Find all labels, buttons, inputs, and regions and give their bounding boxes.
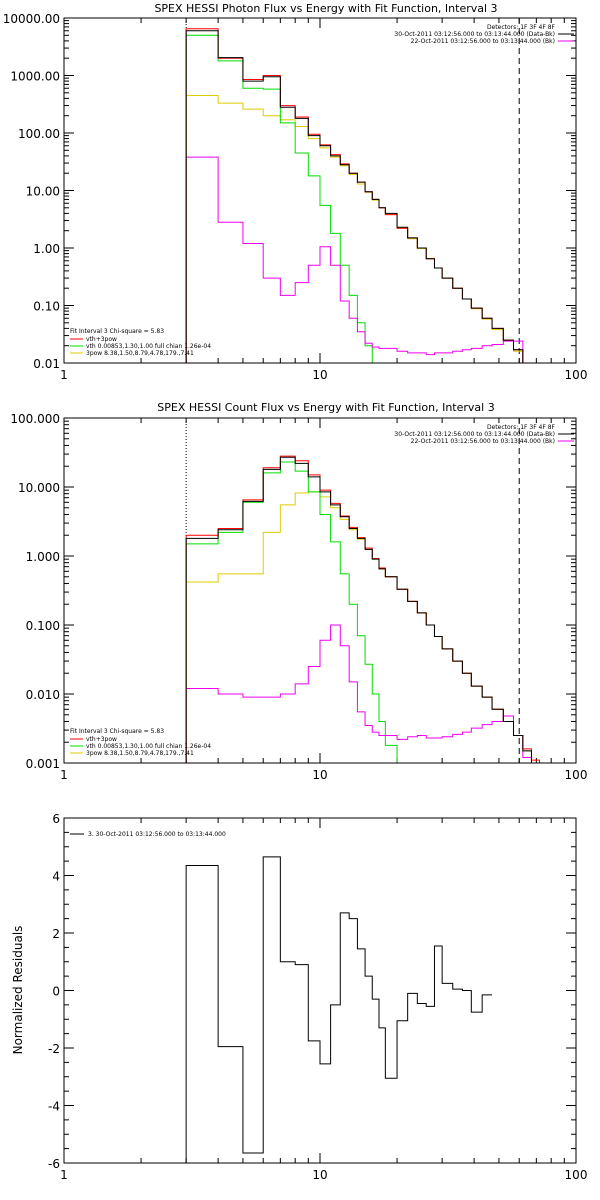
photon-legend-right: Detectors: 1F 3F 4F 8F 30-Oct-2011 03:12…: [394, 24, 574, 45]
residuals-ytick-label: 4: [52, 870, 60, 884]
residuals-legend: 3. 30-Oct-2011 03:12:56.000 to 03:13:44.…: [70, 831, 226, 838]
residuals-ytick-label: -4: [48, 1100, 60, 1114]
photon-legend-total-label: vth+3pow: [86, 336, 117, 343]
count-legend-bk-interval: 22-Oct-2011 03:12:56.000 to 03:13:44.000…: [411, 438, 555, 445]
residuals-ytick-label: 6: [52, 812, 60, 826]
photon-series-vth: [185, 34, 524, 363]
residuals-xtick-label: 1: [60, 1168, 68, 1182]
residuals-ytick-label: -6: [48, 1157, 60, 1171]
count-xtick-label: 10: [312, 768, 327, 782]
photon-legend-bk-interval: 22-Oct-2011 03:12:56.000 to 03:13:44.000…: [411, 38, 555, 45]
photon-ytick-label: 10000.00: [3, 12, 60, 26]
count-legend-total-label: vth+3pow: [86, 736, 117, 743]
count-curves: [185, 455, 540, 763]
residuals-ytick-label: 2: [52, 927, 60, 941]
photon-ytick-label: 0.10: [33, 300, 60, 314]
photon-panel-frame: [63, 17, 577, 364]
count-ytick-label: 0.001: [26, 757, 60, 771]
count-xtick-label: 1: [60, 768, 68, 782]
photon-ytick-label: 10.00: [26, 185, 60, 199]
photon-legend-fit-info: Fit Interval 3 Chi-square = 5.83: [70, 328, 164, 335]
count-panel-plot: 1 10 100 100.000 10.000 1.000 0.100 0.010 0.001: [10, 412, 587, 782]
residuals-legend-label: 3. 30-Oct-2011 03:12:56.000 to 03:13:44.…: [88, 831, 226, 838]
photon-series-data: [185, 30, 524, 363]
count-panel-frame: [63, 417, 577, 764]
photon-xtick-label: 1: [60, 368, 68, 382]
count-legend-detectors: Detectors: 1F 3F 4F 8F: [487, 424, 556, 431]
residuals-ytick-label: -2: [48, 1042, 60, 1056]
residuals-curves: [185, 856, 493, 1163]
count-legend-pow-label: 3pow 8.38,1.50,8.79,4.78,179.,7.41: [86, 750, 194, 757]
photon-legend-data-interval: 30-Oct-2011 03:12:56.000 to 03:13:44.000…: [394, 31, 555, 38]
count-ytick-label: 10.000: [18, 481, 60, 495]
count-flux-panel: SPEX HESSI Count Flux vs Energy with Fit…: [10, 401, 587, 782]
photon-flux-panel: SPEX HESSI Photon Flux vs Energy with Fi…: [3, 2, 588, 382]
photon-ytick-label: 1000.00: [10, 70, 60, 84]
count-ytick-label: 100.000: [10, 412, 60, 426]
photon-panel-title: SPEX HESSI Photon Flux vs Energy with Fi…: [154, 2, 497, 15]
photon-series-bk: [185, 156, 524, 363]
residuals-panel: 1 10 100 6 4 2 0 -2 -4 -6 Normalized Residuals 3.…: [11, 812, 587, 1182]
photon-legend-detectors: Detectors: 1F 3F 4F 8F: [487, 24, 556, 31]
count-legend-fit-info: Fit Interval 3 Chi-square = 5.83: [70, 728, 164, 735]
photon-legend-left: Fit Interval 3 Chi-square = 5.83 vth+3po…: [70, 328, 211, 357]
count-series-total: [185, 455, 540, 763]
photon-series-pow: [185, 94, 524, 363]
residuals-xtick-label: 10: [312, 1168, 327, 1182]
count-series-vth: [185, 461, 524, 763]
photon-xtick-label: 10: [312, 368, 327, 382]
count-series-bk: [185, 624, 532, 763]
photon-curves: [185, 28, 524, 363]
photon-ytick-label: 0.01: [33, 357, 60, 371]
photon-legend-vth-label: vth 0.00853,1.30,1.00 full chian 1.26e-0…: [86, 343, 211, 350]
photon-ytick-label: 1.00: [33, 242, 60, 256]
count-ytick-label: 0.100: [26, 619, 60, 633]
count-panel-title: SPEX HESSI Count Flux vs Energy with Fit…: [157, 401, 494, 414]
residuals-panel-plot: 1 10 100 6 4 2 0 -2 -4 -6: [48, 812, 587, 1182]
count-xtick-label: 100: [565, 768, 588, 782]
count-legend-left: Fit Interval 3 Chi-square = 5.83 vth+3po…: [70, 728, 211, 757]
photon-series-total: [185, 28, 524, 363]
count-ytick-label: 0.010: [26, 688, 60, 702]
residuals-panel-frame: [63, 817, 577, 1164]
count-legend-right: Detectors: 1F 3F 4F 8F 30-Oct-2011 03:12…: [394, 424, 574, 445]
photon-legend-pow-label: 3pow 8.38,1.50,8.79,4.78,179.,7.41: [86, 350, 194, 357]
count-series-data: [185, 456, 532, 763]
count-ytick-label: 1.000: [26, 550, 60, 564]
residuals-ytick-label: 0: [52, 985, 60, 999]
photon-panel-plot: 1 10 100 10000.00 1000.00 100.00 10.00 1.00 0.10…: [3, 12, 588, 382]
residuals-series-data: [185, 856, 493, 1163]
photon-ytick-label: 100.00: [18, 127, 60, 141]
residuals-xtick-label: 100: [565, 1168, 588, 1182]
count-legend-data-interval: 30-Oct-2011 03:12:56.000 to 03:13:44.000…: [394, 431, 555, 438]
residuals-ylabel: Normalized Residuals: [11, 926, 25, 1055]
photon-xtick-label: 100: [565, 368, 588, 382]
count-legend-vth-label: vth 0.00853,1.30,1.00 full chian 1.26e-0…: [86, 743, 211, 750]
